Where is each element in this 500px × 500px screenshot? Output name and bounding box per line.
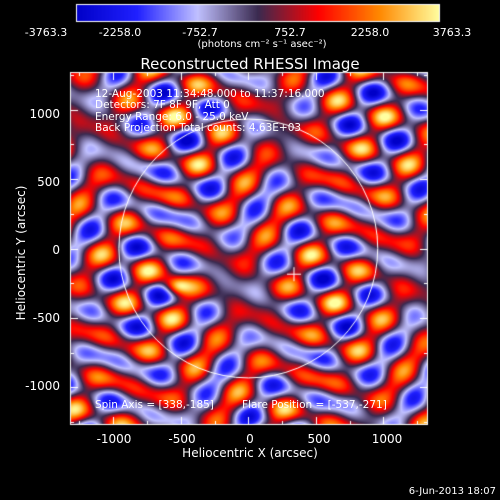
energy-range-annotation: Energy Range: 6.0 - 25.0 keV	[95, 111, 249, 123]
spin-axis-annotation: Spin Axis = [338,-185]	[95, 399, 214, 411]
x-tick-label: 1000	[371, 432, 403, 446]
image-title: Reconstructed RHESSI Image	[140, 55, 360, 73]
colorbar-tick: 3763.3	[432, 26, 472, 39]
colorbar-tick: -2258.0	[98, 26, 142, 39]
x-axis-label: Heliocentric X (arcsec)	[182, 446, 318, 460]
colorbar-tick: 2258.0	[350, 26, 390, 39]
colorbar-tick: -3763.3	[24, 26, 68, 39]
x-tick-label: 500	[307, 432, 331, 446]
x-tick-label: -500	[168, 432, 196, 446]
flare-position-annotation: Flare Position = [-537,-271]	[242, 399, 387, 411]
y-axis-label: Heliocentric Y (arcsec)	[14, 185, 28, 321]
colorbar-tick: 752.7	[274, 26, 306, 39]
x-tick-label: -1000	[96, 432, 132, 446]
y-tick-label: -1000	[25, 379, 60, 393]
method-annotation: Back Projection Total counts: 4.63E+03	[95, 122, 302, 134]
y-tick-label: 1000	[29, 107, 60, 121]
colorbar-tick: -752.7	[182, 26, 218, 39]
y-tick-label: 0	[52, 243, 60, 257]
x-tick-label: 0	[246, 432, 254, 446]
y-tick-label: -500	[32, 311, 60, 325]
detectors-annotation: Detectors: 7F 8F 9F, Att 0	[95, 99, 230, 111]
time-range-annotation: 12-Aug-2003 11:34:48.000 to 11:37:16.000	[95, 88, 325, 100]
colorbar-units: (photons cm⁻² s⁻¹ asec⁻²)	[197, 39, 327, 50]
y-tick-label: 500	[37, 175, 60, 189]
footer-timestamp: 6-Jun-2013 18:07	[408, 486, 496, 497]
